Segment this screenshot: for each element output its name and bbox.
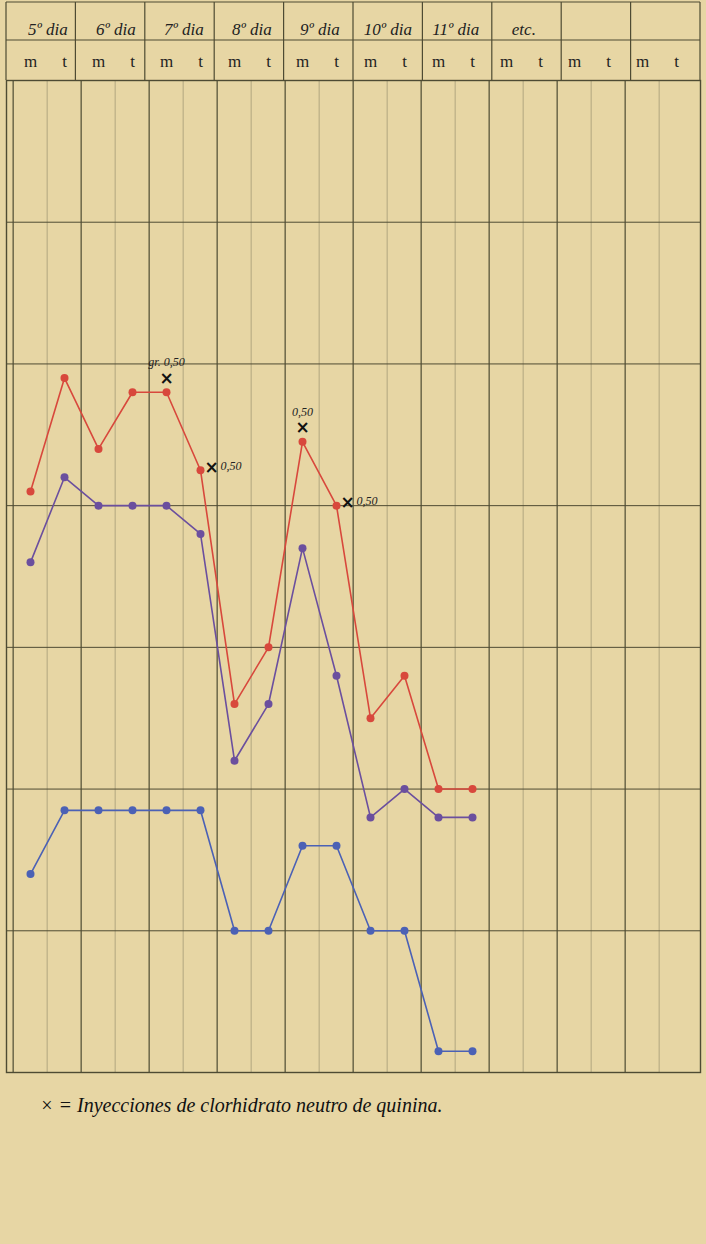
svg-text:gr. 0,50: gr. 0,50	[148, 355, 184, 369]
svg-text:m: m	[24, 52, 37, 71]
svg-text:m: m	[160, 52, 173, 71]
svg-text:m: m	[92, 52, 105, 71]
svg-text:m: m	[636, 52, 649, 71]
svg-text:10º dia: 10º dia	[364, 20, 412, 39]
svg-text:0,50: 0,50	[292, 405, 313, 419]
svg-text:8º dia: 8º dia	[232, 20, 272, 39]
svg-text:m: m	[500, 52, 513, 71]
svg-text:t: t	[62, 52, 67, 71]
svg-text:9º dia: 9º dia	[300, 20, 340, 39]
svg-text:×: ×	[340, 492, 354, 512]
svg-text:6º dia: 6º dia	[96, 20, 136, 39]
svg-text:etc.: etc.	[512, 20, 536, 39]
svg-text:t: t	[470, 52, 475, 71]
svg-text:t: t	[266, 52, 271, 71]
svg-text:m: m	[364, 52, 377, 71]
svg-text:m: m	[432, 52, 445, 71]
svg-text:5º dia: 5º dia	[28, 20, 68, 39]
svg-text:m: m	[228, 52, 241, 71]
svg-text:×: ×	[295, 417, 309, 437]
svg-text:0,50: 0,50	[357, 494, 378, 508]
svg-text:t: t	[674, 52, 679, 71]
svg-text:m: m	[568, 52, 581, 71]
svg-text:×: ×	[159, 368, 173, 388]
svg-text:t: t	[334, 52, 339, 71]
svg-text:11º dia: 11º dia	[432, 20, 479, 39]
svg-text:t: t	[538, 52, 543, 71]
svg-text:×: ×	[204, 457, 218, 477]
html-text:× = Inyecciones de clorhidrato: × = Inyecciones de clorhidrato neutro de…	[40, 1094, 443, 1116]
svg-text:m: m	[296, 52, 309, 71]
svg-text:t: t	[402, 52, 407, 71]
svg-text:t: t	[130, 52, 135, 71]
svg-text:0,50: 0,50	[221, 459, 242, 473]
svg-text:t: t	[198, 52, 203, 71]
svg-text:7º dia: 7º dia	[164, 20, 204, 39]
svg-text:t: t	[606, 52, 611, 71]
